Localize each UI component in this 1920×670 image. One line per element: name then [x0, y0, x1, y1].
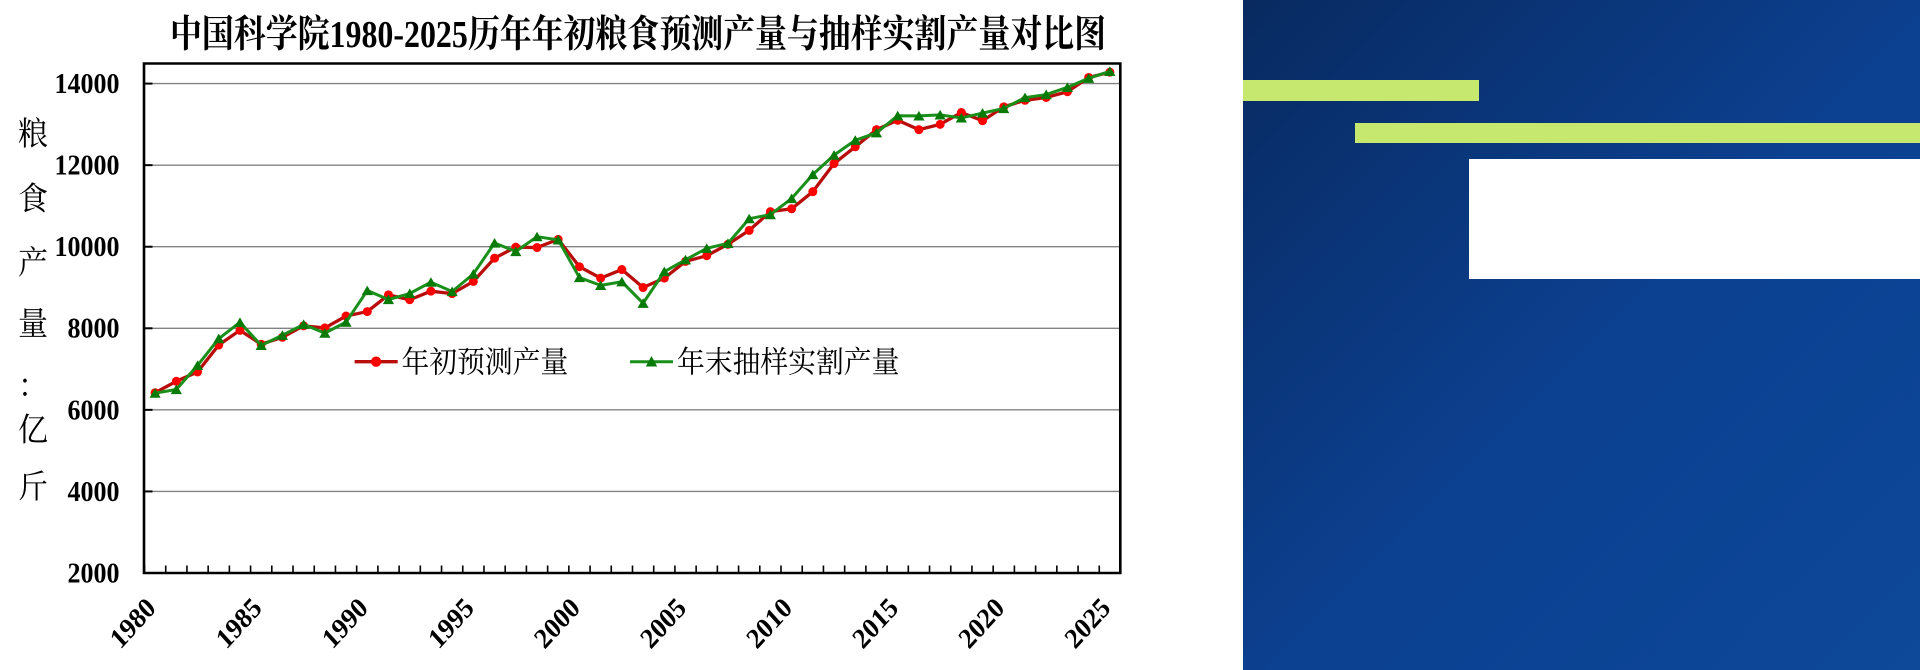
svg-text:1985: 1985: [210, 592, 267, 655]
svg-text:2000: 2000: [68, 557, 120, 588]
svg-text:12000: 12000: [54, 149, 119, 180]
svg-text:2025: 2025: [1059, 592, 1116, 655]
svg-text:1990: 1990: [316, 592, 373, 655]
svg-text:产: 产: [18, 237, 48, 284]
svg-text:1995: 1995: [422, 592, 479, 655]
svg-text:2010: 2010: [741, 592, 798, 655]
svg-text:粮: 粮: [18, 108, 48, 155]
svg-text:8000: 8000: [68, 313, 120, 344]
svg-text:6000: 6000: [68, 394, 120, 425]
svg-text:中国科学院1980-2025历年年初粮食预测产量与抽样实割产: 中国科学院1980-2025历年年初粮食预测产量与抽样实割产量对比图: [170, 3, 1106, 58]
svg-text:2015: 2015: [847, 592, 904, 655]
svg-text:年末抽样实割产量: 年末抽样实割产量: [677, 338, 899, 382]
svg-text:2020: 2020: [953, 592, 1010, 655]
svg-text:4000: 4000: [68, 476, 120, 507]
svg-text:1980: 1980: [104, 592, 161, 655]
svg-text:量: 量: [18, 298, 48, 345]
svg-text:亿: 亿: [18, 404, 48, 451]
svg-text:：: ：: [18, 360, 48, 407]
svg-text:年初预测产量: 年初预测产量: [402, 338, 569, 382]
svg-text:14000: 14000: [54, 68, 119, 99]
svg-text:10000: 10000: [54, 231, 119, 262]
svg-text:食: 食: [18, 173, 48, 220]
svg-text:2005: 2005: [635, 592, 692, 655]
svg-text:斤: 斤: [18, 461, 48, 508]
svg-text:2000: 2000: [529, 592, 586, 655]
